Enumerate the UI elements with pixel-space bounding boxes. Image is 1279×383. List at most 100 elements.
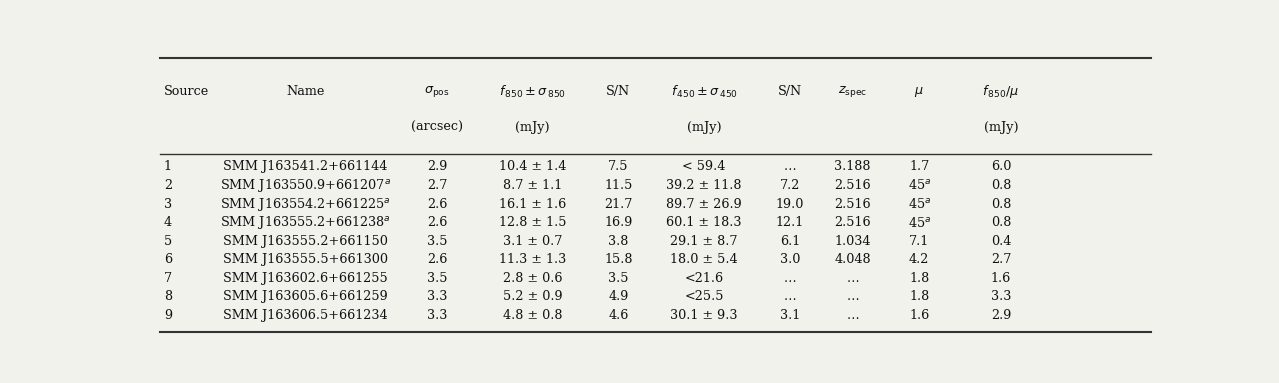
- Text: 29.1 ± 8.7: 29.1 ± 8.7: [670, 235, 738, 248]
- Text: 3.1 ± 0.7: 3.1 ± 0.7: [503, 235, 563, 248]
- Text: 4.6: 4.6: [608, 309, 628, 322]
- Text: 1: 1: [164, 160, 171, 173]
- Text: 7.2: 7.2: [780, 179, 799, 192]
- Text: 30.1 ± 9.3: 30.1 ± 9.3: [670, 309, 738, 322]
- Text: 4: 4: [164, 216, 171, 229]
- Text: 21.7: 21.7: [604, 198, 633, 211]
- Text: SMM J163550.9+661207$^{\it a}$: SMM J163550.9+661207$^{\it a}$: [220, 177, 391, 194]
- Text: 1.6: 1.6: [991, 272, 1012, 285]
- Text: $\mu$: $\mu$: [914, 85, 923, 99]
- Text: 6: 6: [164, 253, 171, 266]
- Text: SMM J163605.6+661259: SMM J163605.6+661259: [224, 290, 388, 303]
- Text: …: …: [847, 290, 859, 303]
- Text: SMM J163555.2+661150: SMM J163555.2+661150: [223, 235, 388, 248]
- Text: SMM J163606.5+661234: SMM J163606.5+661234: [224, 309, 388, 322]
- Text: 3.5: 3.5: [608, 272, 628, 285]
- Text: 6.0: 6.0: [991, 160, 1012, 173]
- Text: 11.3 ± 1.3: 11.3 ± 1.3: [499, 253, 567, 266]
- Text: 1.7: 1.7: [909, 160, 930, 173]
- Text: <21.6: <21.6: [684, 272, 724, 285]
- Text: 2.8 ± 0.6: 2.8 ± 0.6: [503, 272, 563, 285]
- Text: …: …: [784, 290, 796, 303]
- Text: 2.516: 2.516: [834, 198, 871, 211]
- Text: (arcsec): (arcsec): [411, 121, 463, 134]
- Text: S/N: S/N: [778, 85, 802, 98]
- Text: 1.034: 1.034: [834, 235, 871, 248]
- Text: 3.188: 3.188: [834, 160, 871, 173]
- Text: 3.3: 3.3: [991, 290, 1012, 303]
- Text: 8: 8: [164, 290, 171, 303]
- Text: Name: Name: [286, 85, 325, 98]
- Text: 89.7 ± 26.9: 89.7 ± 26.9: [666, 198, 742, 211]
- Text: 7: 7: [164, 272, 171, 285]
- Text: 2.7: 2.7: [427, 179, 448, 192]
- Text: 3.5: 3.5: [427, 235, 448, 248]
- Text: …: …: [847, 309, 859, 322]
- Text: 9: 9: [164, 309, 171, 322]
- Text: 45$^{\it a}$: 45$^{\it a}$: [908, 197, 931, 211]
- Text: 0.4: 0.4: [991, 235, 1012, 248]
- Text: 4.048: 4.048: [834, 253, 871, 266]
- Text: 4.8 ± 0.8: 4.8 ± 0.8: [503, 309, 563, 322]
- Text: 45$^{\it a}$: 45$^{\it a}$: [908, 178, 931, 192]
- Text: …: …: [784, 160, 796, 173]
- Text: 10.4 ± 1.4: 10.4 ± 1.4: [499, 160, 567, 173]
- Text: 2.6: 2.6: [427, 253, 448, 266]
- Text: $f_{\,850}/\mu$: $f_{\,850}/\mu$: [982, 83, 1019, 100]
- Text: 2.516: 2.516: [834, 216, 871, 229]
- Text: 0.8: 0.8: [991, 179, 1012, 192]
- Text: 2.6: 2.6: [427, 216, 448, 229]
- Text: 3.8: 3.8: [608, 235, 628, 248]
- Text: 45$^{\it a}$: 45$^{\it a}$: [908, 216, 931, 230]
- Text: …: …: [847, 272, 859, 285]
- Text: 1.8: 1.8: [909, 272, 930, 285]
- Text: $f_{\,850} \pm \sigma_{\,850}$: $f_{\,850} \pm \sigma_{\,850}$: [499, 83, 567, 100]
- Text: $z_{\rm spec}$: $z_{\rm spec}$: [838, 84, 867, 99]
- Text: 5: 5: [164, 235, 173, 248]
- Text: SMM J163602.6+661255: SMM J163602.6+661255: [224, 272, 388, 285]
- Text: 60.1 ± 18.3: 60.1 ± 18.3: [666, 216, 742, 229]
- Text: 2.516: 2.516: [834, 179, 871, 192]
- Text: SMM J163555.5+661300: SMM J163555.5+661300: [223, 253, 388, 266]
- Text: 3.0: 3.0: [780, 253, 799, 266]
- Text: 3.3: 3.3: [427, 290, 448, 303]
- Text: 2.9: 2.9: [427, 160, 448, 173]
- Text: 2.9: 2.9: [991, 309, 1012, 322]
- Text: SMM J163555.2+661238$^{\it a}$: SMM J163555.2+661238$^{\it a}$: [220, 214, 391, 231]
- Text: 39.2 ± 11.8: 39.2 ± 11.8: [666, 179, 742, 192]
- Text: (mJy): (mJy): [984, 121, 1018, 134]
- Text: 8.7 ± 1.1: 8.7 ± 1.1: [503, 179, 563, 192]
- Text: (mJy): (mJy): [515, 121, 550, 134]
- Text: Source: Source: [164, 85, 208, 98]
- Text: 12.1: 12.1: [775, 216, 804, 229]
- Text: 5.2 ± 0.9: 5.2 ± 0.9: [503, 290, 563, 303]
- Text: $\sigma_{\rm pos}$: $\sigma_{\rm pos}$: [425, 84, 450, 99]
- Text: <25.5: <25.5: [684, 290, 724, 303]
- Text: 6.1: 6.1: [780, 235, 799, 248]
- Text: 0.8: 0.8: [991, 198, 1012, 211]
- Text: < 59.4: < 59.4: [683, 160, 725, 173]
- Text: 19.0: 19.0: [775, 198, 804, 211]
- Text: 3.3: 3.3: [427, 309, 448, 322]
- Text: 15.8: 15.8: [604, 253, 633, 266]
- Text: 2.6: 2.6: [427, 198, 448, 211]
- Text: 2.7: 2.7: [991, 253, 1012, 266]
- Text: 4.2: 4.2: [909, 253, 930, 266]
- Text: …: …: [784, 272, 796, 285]
- Text: 1.6: 1.6: [909, 309, 930, 322]
- Text: 3.1: 3.1: [780, 309, 799, 322]
- Text: 7.5: 7.5: [608, 160, 628, 173]
- Text: $f_{\,450} \pm \sigma_{\,450}$: $f_{\,450} \pm \sigma_{\,450}$: [670, 83, 738, 100]
- Text: 16.1 ± 1.6: 16.1 ± 1.6: [499, 198, 567, 211]
- Text: S/N: S/N: [606, 85, 631, 98]
- Text: 3.5: 3.5: [427, 272, 448, 285]
- Text: 2: 2: [164, 179, 171, 192]
- Text: 12.8 ± 1.5: 12.8 ± 1.5: [499, 216, 567, 229]
- Text: (mJy): (mJy): [687, 121, 721, 134]
- Text: SMM J163554.2+661225$^{\it a}$: SMM J163554.2+661225$^{\it a}$: [220, 196, 391, 213]
- Text: 18.0 ± 5.4: 18.0 ± 5.4: [670, 253, 738, 266]
- Text: 16.9: 16.9: [604, 216, 633, 229]
- Text: 4.9: 4.9: [608, 290, 628, 303]
- Text: 0.8: 0.8: [991, 216, 1012, 229]
- Text: 7.1: 7.1: [909, 235, 930, 248]
